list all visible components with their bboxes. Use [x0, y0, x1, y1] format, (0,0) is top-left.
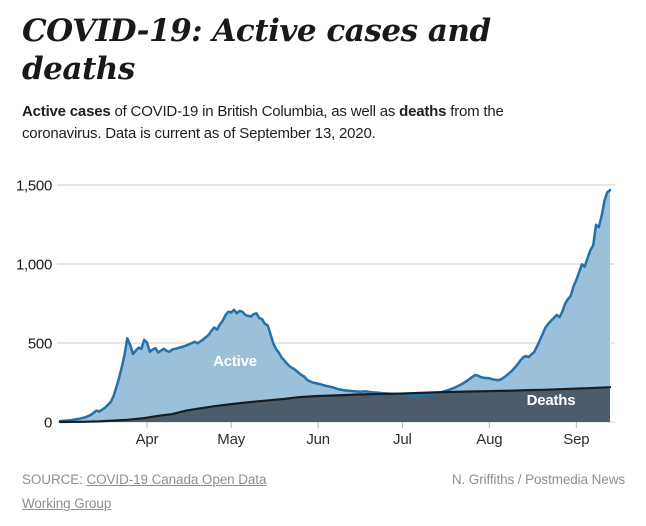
y-axis-label: 1,000	[16, 257, 52, 274]
active-cases-term: Active cases	[22, 103, 111, 120]
deaths-term: deaths	[399, 103, 447, 120]
chart-container: 0 500 1,000 1,500 Apr May Jun Jul Aug Sep Active De…	[0, 167, 625, 452]
source-note: SOURCE: COVID-19 Canada Open Data Workin…	[22, 468, 312, 516]
active-cases-line	[58, 188, 612, 423]
page-title: COVID-19: Active cases and deaths	[22, 13, 491, 87]
y-axis-label: 500	[28, 336, 52, 353]
y-axis-label: 1,500	[16, 178, 52, 195]
deaths-area	[60, 387, 610, 422]
source-link[interactable]: COVID-19 Canada Open Data Working Group	[22, 472, 267, 511]
x-axis-label: Jul	[393, 431, 412, 448]
chart-area: 0 500 1,000 1,500 Apr May Jun Jul Aug Sep Active De…	[16, 178, 615, 448]
deaths-line	[58, 386, 612, 424]
description-text-1: of COVID-19 in British Columbia, as well…	[110, 103, 400, 120]
series-label-active: Active	[213, 353, 257, 370]
description-text-2: from the coronavirus. Data is current as…	[22, 103, 504, 142]
source-prefix: SOURCE:	[22, 472, 87, 487]
x-axis-label: Sep	[563, 431, 589, 448]
y-axis-label: 0	[44, 415, 52, 432]
x-axis-label: Jun	[306, 431, 330, 448]
x-axis-label: Apr	[136, 431, 159, 448]
credit-byline: N. Griffiths / Postmedia News	[451, 472, 625, 487]
active-cases-area	[60, 190, 610, 422]
x-axis-label: Aug	[476, 431, 502, 448]
x-axis-label: May	[217, 431, 245, 448]
chart-description: Active cases of COVID-19 in British Colu…	[22, 101, 577, 145]
chart-footer: SOURCE: COVID-19 Canada Open Data Workin…	[22, 468, 625, 516]
series-label-deaths: Deaths	[527, 392, 576, 409]
